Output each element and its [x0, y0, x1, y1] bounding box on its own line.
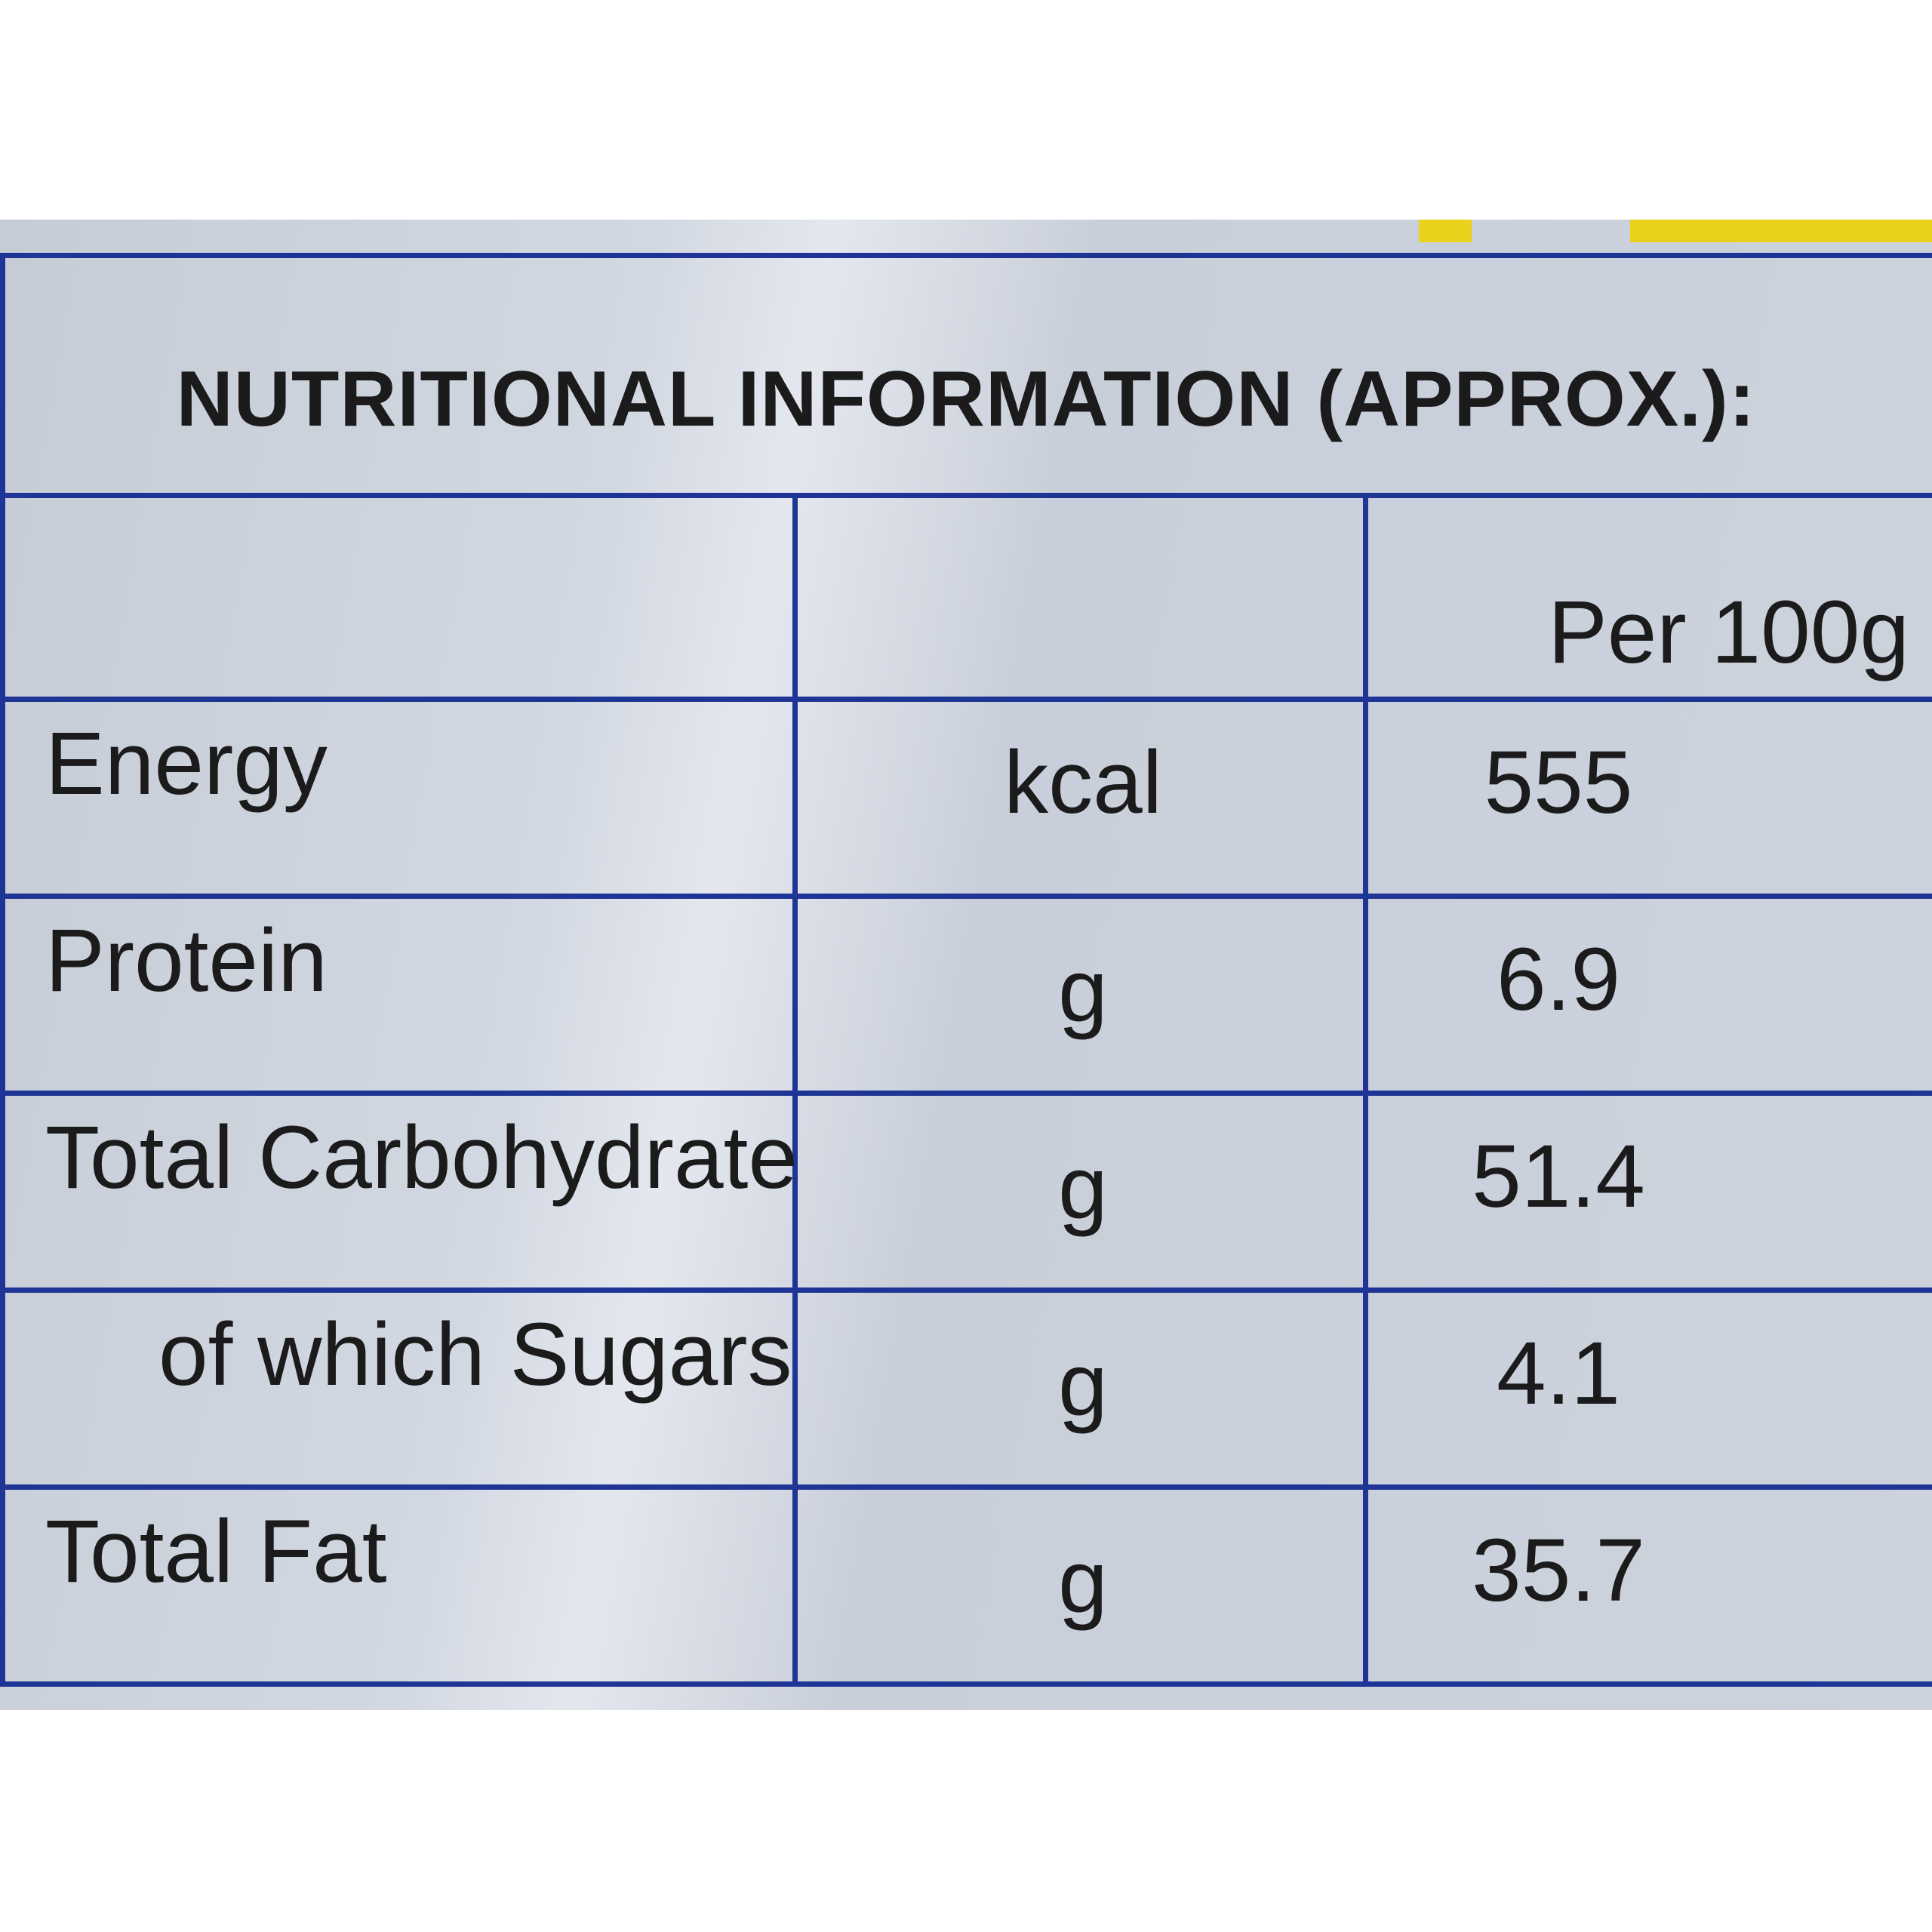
- amount: 4.1: [1496, 1324, 1621, 1423]
- rule: [0, 253, 5, 1687]
- nutrition-label: [0, 220, 1932, 1710]
- unit: kcal: [1004, 733, 1162, 832]
- amount: 35.7: [1472, 1521, 1645, 1620]
- amount: 51.4: [1472, 1127, 1645, 1226]
- rule: [1363, 493, 1368, 1685]
- row-rule: [0, 894, 1932, 899]
- row-rule: [0, 1091, 1932, 1096]
- rule: [0, 493, 1932, 498]
- unit: g: [1058, 1335, 1108, 1435]
- row-rule: [0, 1484, 1932, 1490]
- amount: 6.9: [1496, 930, 1621, 1029]
- nutrient-name: Total Fat: [45, 1502, 387, 1601]
- nutrient-name: of which Sugars: [158, 1305, 792, 1404]
- amount: 555: [1484, 733, 1633, 832]
- row-rule: [0, 1681, 1932, 1687]
- unit: g: [1058, 941, 1108, 1041]
- column-header: Per 100g: [1548, 583, 1909, 682]
- nutrient-name: Energy: [45, 714, 328, 814]
- nutrient-name: Total Carbohydrate: [45, 1108, 798, 1208]
- row-rule: [0, 1287, 1932, 1293]
- decoration: [1630, 220, 1932, 242]
- unit: g: [1058, 1138, 1108, 1238]
- title: NUTRITIONAL INFORMATION (APPROX.):: [176, 355, 1756, 443]
- row-rule: [0, 697, 1932, 702]
- rule: [0, 253, 1932, 258]
- rule: [792, 493, 798, 1685]
- unit: g: [1058, 1532, 1108, 1632]
- nutrient-name: Protein: [45, 911, 328, 1011]
- decoration: [1419, 220, 1472, 242]
